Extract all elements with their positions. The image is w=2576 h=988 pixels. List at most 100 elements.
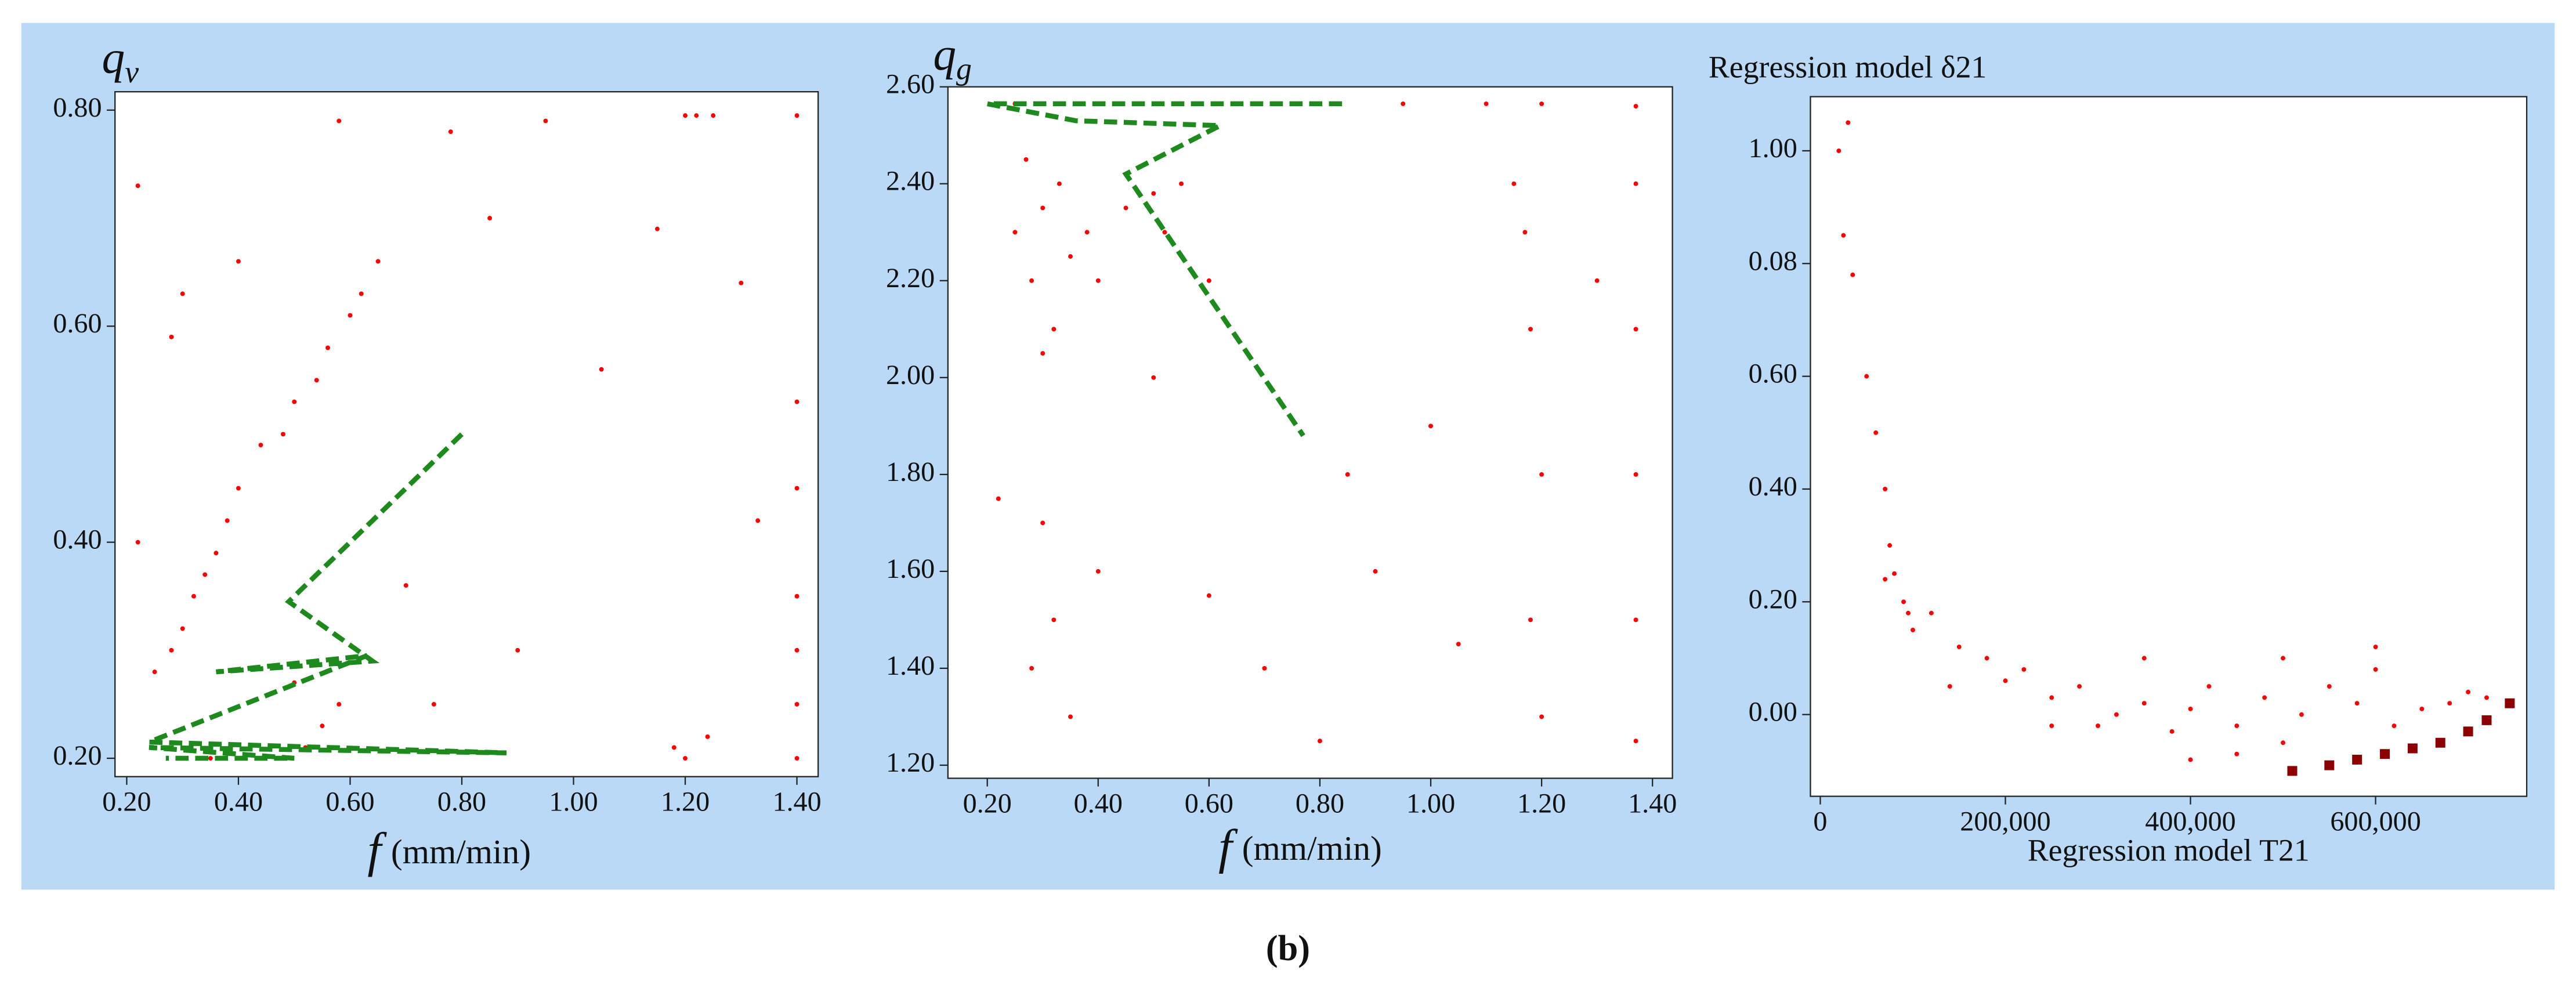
- x-tick-label: 1.40: [772, 787, 821, 817]
- plot-area: [1810, 96, 2528, 797]
- point: [1594, 278, 1600, 283]
- point: [2281, 740, 2286, 745]
- point: [1095, 278, 1101, 283]
- x-axis-unit: (mm/min): [391, 833, 531, 871]
- point: [705, 734, 710, 739]
- point: [1883, 487, 1888, 491]
- point: [1956, 645, 1962, 650]
- point: [1846, 120, 1851, 125]
- point: [1206, 593, 1211, 598]
- square-point: [2407, 743, 2418, 754]
- point: [1262, 665, 1267, 671]
- point: [1864, 374, 1869, 379]
- x-tick-label: 1.00: [549, 787, 598, 817]
- point: [794, 701, 799, 707]
- point: [236, 486, 241, 491]
- y-tick-label: 1.60: [886, 553, 935, 584]
- point: [236, 259, 241, 264]
- point: [543, 118, 548, 124]
- point: [2281, 656, 2286, 661]
- y-tick-label: 1.40: [886, 650, 935, 681]
- point: [1040, 205, 1045, 211]
- y-axis-label: q: [933, 29, 956, 80]
- point: [292, 399, 297, 404]
- point: [1029, 665, 1034, 671]
- point: [1057, 181, 1062, 186]
- y-axis-label: q: [102, 32, 125, 84]
- x-axis-label: Regression model T21: [2028, 833, 2310, 868]
- point: [1206, 278, 1211, 283]
- point: [2188, 757, 2193, 762]
- point: [169, 334, 174, 339]
- point: [2484, 695, 2489, 700]
- y-tick-label: 0.80: [53, 92, 102, 123]
- point: [431, 701, 436, 707]
- y-tick-label: 0.40: [1749, 471, 1797, 502]
- point: [258, 443, 263, 447]
- x-tick-label: 0: [1813, 806, 1827, 837]
- point: [191, 593, 196, 599]
- square-point: [2380, 749, 2390, 759]
- point: [794, 399, 799, 404]
- point: [1841, 233, 1846, 238]
- point: [1911, 627, 1915, 632]
- point: [1528, 327, 1533, 332]
- point: [1633, 472, 1638, 477]
- y-tick-label: 0.40: [53, 524, 102, 555]
- dashed-line: [148, 432, 507, 761]
- point: [1633, 104, 1638, 109]
- point: [1511, 181, 1517, 186]
- point: [1023, 157, 1029, 162]
- square-point: [2481, 715, 2492, 725]
- x-tick-label: 1.20: [661, 787, 710, 817]
- x-tick-label: 400,000: [2145, 806, 2235, 837]
- y-tick-label: 2.60: [886, 69, 935, 100]
- point: [1317, 739, 1322, 744]
- point: [152, 669, 157, 675]
- point: [2021, 667, 2027, 672]
- square-point: [2352, 754, 2362, 765]
- point: [337, 118, 342, 124]
- point: [1539, 101, 1544, 106]
- point: [2234, 751, 2239, 757]
- point: [671, 745, 676, 750]
- point: [1947, 684, 1952, 689]
- point: [1633, 739, 1638, 744]
- point: [2141, 656, 2147, 661]
- point: [794, 756, 799, 761]
- point: [2262, 695, 2267, 700]
- point: [2354, 701, 2360, 706]
- point: [2419, 706, 2425, 711]
- point: [208, 756, 213, 761]
- y-axis-label-sub: v: [125, 55, 139, 89]
- point: [2466, 689, 2471, 694]
- point: [375, 259, 381, 264]
- point: [794, 647, 799, 653]
- point: [2373, 667, 2378, 672]
- x-tick-label: 1.20: [1517, 788, 1566, 819]
- point: [202, 572, 208, 577]
- point: [711, 113, 716, 118]
- point: [2141, 701, 2147, 706]
- point: [794, 486, 799, 491]
- point: [683, 113, 688, 118]
- dashed-line: [986, 101, 1343, 437]
- point: [1345, 472, 1350, 477]
- point: [755, 518, 761, 523]
- point: [2327, 684, 2332, 689]
- point: [314, 378, 319, 383]
- x-tick-label: 0.60: [1185, 788, 1233, 819]
- point: [1029, 278, 1034, 283]
- x-tick-label: 0.40: [1074, 788, 1123, 819]
- point: [320, 723, 325, 729]
- point: [2392, 723, 2397, 729]
- y-tick-label: 1.20: [886, 747, 935, 778]
- caption: (b): [1266, 929, 1310, 968]
- point: [180, 626, 185, 631]
- point: [180, 291, 185, 296]
- point: [2169, 729, 2175, 734]
- x-tick-label: 0.40: [214, 787, 263, 817]
- square-point: [2287, 766, 2298, 776]
- point: [2373, 645, 2378, 650]
